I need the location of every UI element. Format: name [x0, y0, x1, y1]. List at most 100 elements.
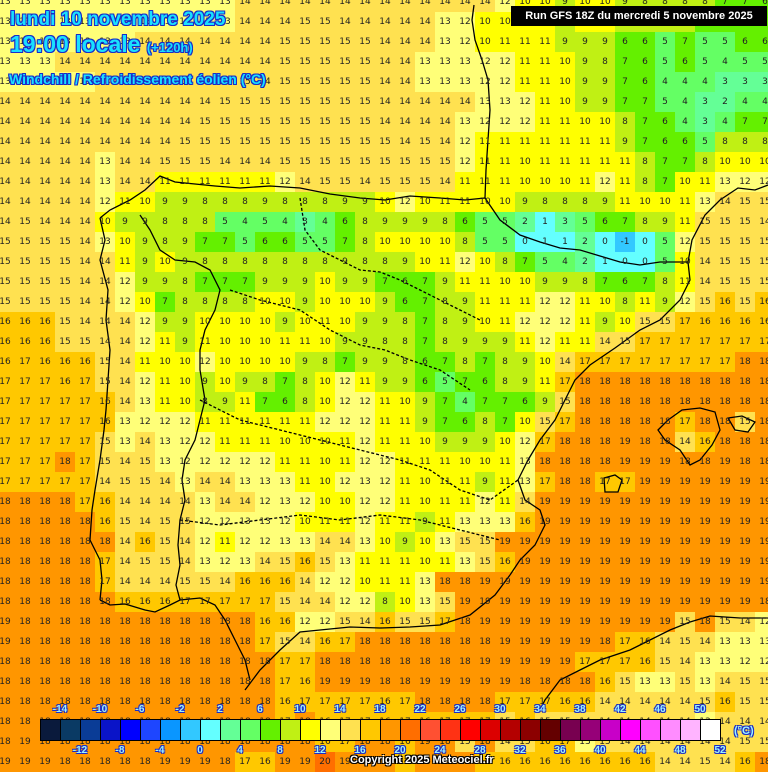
grid-cell — [715, 32, 735, 52]
grid-cell — [495, 272, 515, 292]
grid-cell — [275, 72, 295, 92]
color-scale-label: 8 — [277, 745, 283, 756]
grid-cell — [435, 232, 455, 252]
grid-cell — [35, 72, 55, 92]
grid-cell — [55, 172, 75, 192]
grid-cell — [755, 32, 768, 52]
grid-cell — [475, 232, 495, 252]
grid-cell — [115, 152, 135, 172]
color-scale-swatch — [501, 720, 521, 740]
grid-cell — [595, 292, 615, 312]
grid-cell — [575, 152, 595, 172]
grid-cell — [675, 72, 695, 92]
grid-cell — [155, 12, 175, 32]
grid-cell — [375, 352, 395, 372]
grid-cell — [375, 0, 395, 12]
grid-cell — [555, 172, 575, 192]
grid-cell — [135, 332, 155, 352]
grid-cell — [495, 92, 515, 112]
grid-cell — [75, 212, 95, 232]
grid-cell — [695, 252, 715, 272]
color-scale-swatch — [641, 720, 661, 740]
grid-cell — [515, 112, 535, 132]
grid-cell — [235, 112, 255, 132]
grid-cell — [15, 312, 35, 332]
grid-cell — [575, 312, 595, 332]
color-scale-swatch — [421, 720, 441, 740]
grid-cell — [435, 92, 455, 112]
grid-cell — [295, 32, 315, 52]
grid-cell — [0, 12, 15, 32]
grid-cell — [275, 152, 295, 172]
grid-cell — [0, 352, 15, 372]
grid-cell — [435, 52, 455, 72]
grid-cell — [555, 72, 575, 92]
grid-cell — [15, 192, 35, 212]
grid-cell — [735, 32, 755, 52]
grid-cell — [235, 272, 255, 292]
grid-cell — [355, 52, 375, 72]
grid-cell — [295, 52, 315, 72]
grid-cell — [95, 132, 115, 152]
grid-cell — [135, 192, 155, 212]
grid-cell — [315, 92, 335, 112]
grid-cell — [495, 52, 515, 72]
grid-cell — [455, 192, 475, 212]
grid-cell — [215, 12, 235, 32]
grid-cell — [555, 232, 575, 252]
grid-cell — [675, 232, 695, 252]
grid-cell — [155, 192, 175, 212]
grid-cell — [255, 292, 275, 312]
grid-cell — [115, 132, 135, 152]
grid-cell — [615, 212, 635, 232]
grid-cell — [75, 72, 95, 92]
grid-cell — [115, 72, 135, 92]
grid-cell — [575, 132, 595, 152]
grid-cell — [295, 92, 315, 112]
grid-cell — [235, 0, 255, 12]
color-scale-swatch — [361, 720, 381, 740]
grid-cell — [675, 152, 695, 172]
grid-cell — [615, 112, 635, 132]
grid-cell — [75, 192, 95, 212]
grid-cell — [315, 112, 335, 132]
grid-cell — [615, 172, 635, 192]
grid-cell — [15, 92, 35, 112]
grid-cell — [375, 292, 395, 312]
grid-cell — [755, 192, 768, 212]
grid-cell — [15, 232, 35, 252]
grid-cell — [75, 172, 95, 192]
grid-cell — [735, 332, 755, 352]
grid-cell — [115, 332, 135, 352]
grid-cell — [255, 312, 275, 332]
grid-cell — [515, 172, 535, 192]
grid-cell — [0, 32, 15, 52]
grid-cell — [295, 112, 315, 132]
grid-cell — [495, 252, 515, 272]
grid-cell — [415, 172, 435, 192]
grid-cell — [435, 132, 455, 152]
color-scale-swatch — [461, 720, 481, 740]
grid-cell — [235, 212, 255, 232]
grid-cell — [675, 132, 695, 152]
grid-cell — [335, 12, 355, 32]
grid-cell — [35, 12, 55, 32]
grid-cell — [655, 232, 675, 252]
grid-cell — [35, 172, 55, 192]
grid-cell — [135, 292, 155, 312]
grid-cell — [655, 92, 675, 112]
grid-cell — [175, 112, 195, 132]
grid-cell — [435, 112, 455, 132]
grid-cell — [655, 312, 675, 332]
grid-cell — [35, 112, 55, 132]
grid-cell — [395, 212, 415, 232]
grid-cell — [215, 252, 235, 272]
grid-cell — [35, 252, 55, 272]
grid-cell — [315, 192, 335, 212]
grid-cell — [35, 332, 55, 352]
color-scale-label: 40 — [594, 745, 606, 756]
grid-cell — [555, 52, 575, 72]
grid-cell — [575, 332, 595, 352]
grid-cell — [95, 152, 115, 172]
